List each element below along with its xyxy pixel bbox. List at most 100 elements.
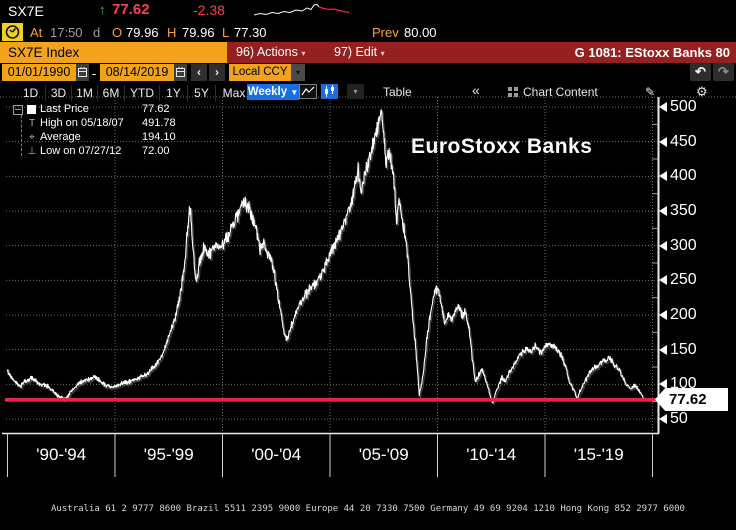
date-from-input[interactable]: 01/01/1990 — [2, 64, 76, 81]
intraday-sparkline — [253, 3, 350, 16]
chart-content-button[interactable]: Chart Content — [523, 85, 598, 99]
legend-label: Average — [40, 131, 81, 143]
period-tab-5Y[interactable]: 5Y — [188, 85, 216, 101]
x-axis-label-3: '00-'04 — [251, 445, 302, 464]
high-value: 79.96 — [182, 25, 215, 40]
currency-dropdown-icon[interactable]: ▾ — [291, 64, 305, 81]
y-axis-label-50: 50 — [658, 409, 688, 429]
calendar-icon[interactable] — [76, 64, 89, 81]
chart-title: EuroStoxx Banks — [411, 135, 593, 158]
footer-phones-line1: Australia 61 2 9777 8600 Brazil 5511 239… — [51, 504, 685, 514]
edit-label: 97) Edit — [334, 45, 378, 59]
chart-type-dropdown-icon[interactable]: ▾ — [347, 84, 364, 99]
session-bar: At 17:50 d O 79.96 H 79.96 L 77.30 Prev … — [0, 22, 736, 42]
chart-toolbar: 1D 3D 1M 6M YTD 1Y 5Y Max Weekly ▼ ▾ Table « Ch… — [0, 82, 736, 102]
frequency-select[interactable]: Weekly ▼ — [247, 84, 299, 100]
high-label: H — [167, 25, 177, 40]
legend-label: Last Price — [40, 103, 89, 115]
x-axis-label-1: '90-'94 — [36, 445, 87, 464]
security-field[interactable]: SX7E Index — [0, 42, 227, 63]
last-price-tag: 77.62 — [655, 388, 728, 411]
legend-item-last-price[interactable]: Last Price 77.62 — [0, 103, 200, 117]
period-tab-YTD[interactable]: YTD — [125, 85, 160, 101]
legend-item-high[interactable]: T High on 05/18/07 491.78 — [0, 117, 200, 131]
price-change: -2.38 — [193, 2, 225, 18]
chart-content-icon — [508, 87, 518, 97]
period-tab-1M[interactable]: 1M — [72, 85, 98, 101]
period-tab-6M[interactable]: 6M — [98, 85, 125, 101]
axis-tick-icon — [659, 136, 667, 147]
prev-value: 80.00 — [404, 25, 437, 40]
x-axis-label-2: '95-'99 — [143, 445, 194, 464]
range-separator: - — [92, 66, 97, 81]
legend-item-average[interactable]: ⌖ Average 194.10 — [0, 131, 200, 145]
collapse-panel-icon[interactable]: « — [472, 82, 480, 98]
y-axis-label-250: 250 — [658, 270, 697, 290]
axis-tick-icon — [659, 240, 667, 251]
at-label: At — [30, 25, 43, 40]
low-marker-icon: ⊥ — [27, 146, 37, 157]
quote-bar: SX7E ↑ 77.62 -2.38 — [0, 0, 736, 22]
x-axis-label-4: '05-'09 — [358, 445, 409, 464]
delayed-clock-icon — [2, 23, 23, 41]
table-button[interactable]: Table — [383, 85, 412, 99]
y-axis-label-350: 350 — [658, 201, 697, 221]
range-forward-button[interactable]: › — [209, 64, 225, 81]
date-to-input[interactable]: 08/14/2019 — [100, 64, 174, 81]
gear-icon[interactable]: ⚙ — [696, 84, 708, 99]
average-marker-icon: ⌖ — [29, 132, 35, 143]
last-price: 77.62 — [112, 1, 150, 18]
quote-time: 17:50 — [50, 25, 83, 40]
chevron-down-icon: ▼ — [290, 88, 299, 97]
axis-tick-icon — [659, 171, 667, 182]
y-axis-label-400: 400 — [658, 166, 697, 186]
x-axis-label-6: '15-'19 — [573, 445, 624, 464]
axis-tick-icon — [659, 275, 667, 286]
axis-tick-icon — [659, 414, 667, 424]
y-axis-label-200: 200 — [658, 305, 697, 325]
legend-label: High on 05/18/07 — [40, 117, 124, 129]
calendar-icon[interactable] — [174, 64, 187, 81]
range-controls: 01/01/1990 - 08/14/2019 ‹ › Local CCY ▾ … — [0, 63, 736, 84]
actions-menu[interactable]: 96) Actions ▾ — [236, 42, 305, 64]
y-axis-label-300: 300 — [658, 236, 697, 256]
undo-button[interactable]: ↶ — [690, 63, 711, 81]
x-axis-label-5: '10-'14 — [466, 445, 517, 464]
line-chart-icon[interactable] — [299, 84, 317, 99]
axis-tick-icon — [659, 102, 667, 112]
y-axis-label-500: 500 — [658, 97, 697, 117]
period-tabs: 1D 3D 1M 6M YTD 1Y 5Y Max — [16, 84, 253, 102]
legend-value: 491.78 — [142, 117, 176, 129]
redo-button[interactable]: ↷ — [713, 63, 734, 81]
currency-select[interactable]: Local CCY — [229, 64, 291, 81]
period-tab-1Y[interactable]: 1Y — [160, 85, 188, 101]
frequency-label: Weekly — [247, 86, 288, 98]
bloomberg-footer: Australia 61 2 9777 8600 Brazil 5511 239… — [0, 483, 736, 530]
axis-tick-icon — [659, 206, 667, 216]
legend-item-low[interactable]: ⊥ Low on 07/27/12 72.00 — [0, 145, 200, 159]
command-bar: SX7E Index 96) Actions ▾ 97) Edit ▾ G 10… — [0, 42, 736, 63]
axis-tick-icon — [659, 344, 667, 355]
legend-tree-line — [21, 115, 22, 156]
annotate-icon[interactable]: ✎ — [645, 85, 656, 99]
low-value: 77.30 — [234, 25, 267, 40]
series-swatch-icon — [27, 105, 36, 114]
up-arrow-icon: ↑ — [99, 2, 106, 17]
chevron-down-icon: ▾ — [301, 49, 306, 58]
open-value: 79.96 — [126, 25, 159, 40]
period-tab-3D[interactable]: 3D — [46, 85, 72, 101]
ticker-symbol: SX7E — [8, 3, 44, 19]
legend-value: 72.00 — [142, 145, 170, 157]
period-tab-1D[interactable]: 1D — [16, 85, 46, 101]
candlestick-chart-icon[interactable] — [321, 84, 338, 99]
range-back-button[interactable]: ‹ — [191, 64, 207, 81]
low-label: L — [222, 25, 230, 40]
open-label: O — [112, 25, 123, 40]
actions-label: 96) Actions — [236, 45, 298, 59]
axis-tick-icon — [659, 379, 667, 390]
collapse-box-icon[interactable] — [13, 105, 23, 115]
edit-menu[interactable]: 97) Edit ▾ — [334, 42, 385, 64]
high-marker-icon: T — [28, 118, 36, 129]
